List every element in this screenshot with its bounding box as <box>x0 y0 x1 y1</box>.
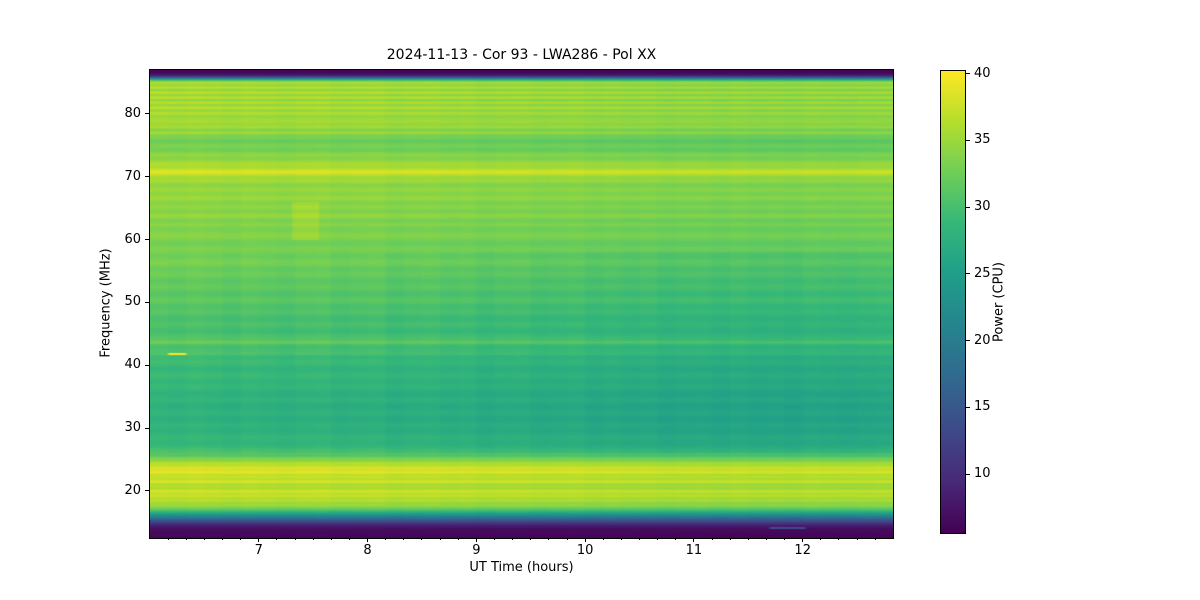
colorbar-tick-label: 20 <box>974 332 991 348</box>
x-minor-tick-mark <box>493 538 495 541</box>
colorbar-tick-label: 30 <box>974 199 991 215</box>
colorbar-tick-label: 25 <box>974 265 991 281</box>
x-tick-mark <box>584 538 586 542</box>
x-tick-label: 9 <box>472 543 481 558</box>
x-minor-tick-mark <box>312 538 314 541</box>
x-minor-tick-mark <box>838 538 840 541</box>
x-minor-tick-mark <box>620 538 622 541</box>
x-minor-tick-mark <box>566 538 568 541</box>
x-tick-label: 8 <box>363 543 372 558</box>
spectrogram-plot-area <box>149 69 894 539</box>
y-tick-label: 80 <box>124 105 141 121</box>
x-minor-tick-mark <box>548 538 550 541</box>
x-minor-tick-mark <box>675 538 677 541</box>
y-tick-label: 50 <box>124 294 141 310</box>
plot-title: 2024-11-13 - Cor 93 - LWA286 - Pol XX <box>386 47 657 63</box>
x-minor-tick-mark <box>874 538 876 541</box>
y-tick-label: 20 <box>124 482 141 498</box>
y-tick-mark <box>145 490 149 492</box>
colorbar-tick-mark <box>966 473 970 475</box>
x-tick-mark <box>802 538 804 542</box>
spectrogram-canvas <box>150 70 893 538</box>
x-minor-tick-mark <box>856 538 858 541</box>
x-minor-tick-mark <box>222 538 224 541</box>
x-tick-label: 11 <box>685 543 703 558</box>
colorbar-tick-mark <box>966 206 970 208</box>
x-minor-tick-mark <box>403 538 405 541</box>
x-minor-tick-mark <box>711 538 713 541</box>
colorbar-tick-mark <box>966 273 970 275</box>
x-minor-tick-mark <box>530 538 532 541</box>
colorbar-tick-mark <box>966 340 970 342</box>
x-tick-label: 12 <box>794 543 811 558</box>
y-tick-label: 30 <box>124 420 141 436</box>
x-minor-tick-mark <box>439 538 441 541</box>
x-minor-tick-mark <box>765 538 767 541</box>
x-tick-mark <box>693 538 695 542</box>
x-tick-label: 7 <box>254 543 263 558</box>
x-minor-tick-mark <box>294 538 296 541</box>
x-minor-tick-mark <box>276 538 278 541</box>
x-minor-tick-mark <box>512 538 514 541</box>
x-minor-tick-mark <box>385 538 387 541</box>
colorbar-tick-label: 35 <box>974 132 991 148</box>
x-minor-tick-mark <box>457 538 459 541</box>
x-minor-tick-mark <box>602 538 604 541</box>
colorbar <box>940 70 966 534</box>
x-minor-tick-mark <box>421 538 423 541</box>
x-minor-tick-mark <box>657 538 659 541</box>
colorbar-tick-label: 15 <box>974 399 991 415</box>
x-minor-tick-mark <box>203 538 205 541</box>
x-minor-tick-mark <box>784 538 786 541</box>
colorbar-tick-mark <box>966 139 970 141</box>
x-tick-mark <box>475 538 477 542</box>
y-tick-mark <box>145 364 149 366</box>
y-tick-mark <box>145 427 149 429</box>
x-minor-tick-mark <box>639 538 641 541</box>
colorbar-tick-mark <box>966 73 970 75</box>
x-minor-tick-mark <box>167 538 169 541</box>
colorbar-tick-label: 40 <box>974 65 991 81</box>
y-tick-mark <box>145 239 149 241</box>
x-minor-tick-mark <box>348 538 350 541</box>
colorbar-tick-mark <box>966 406 970 408</box>
x-minor-tick-mark <box>820 538 822 541</box>
x-tick-mark <box>258 538 260 542</box>
x-minor-tick-mark <box>729 538 731 541</box>
y-tick-label: 60 <box>124 231 141 247</box>
x-tick-mark <box>367 538 369 542</box>
x-tick-label: 10 <box>576 543 594 558</box>
x-minor-tick-mark <box>185 538 187 541</box>
colorbar-tick-label: 10 <box>974 466 991 482</box>
y-tick-label: 70 <box>124 168 141 184</box>
x-minor-tick-mark <box>747 538 749 541</box>
y-tick-mark <box>145 113 149 115</box>
x-minor-tick-mark <box>240 538 242 541</box>
x-minor-tick-mark <box>330 538 332 541</box>
y-axis-title: Frequency (MHz) <box>98 248 114 358</box>
x-axis-title: UT Time (hours) <box>469 560 574 575</box>
y-tick-mark <box>145 176 149 178</box>
y-tick-mark <box>145 301 149 303</box>
y-tick-label: 40 <box>124 357 141 373</box>
colorbar-title: Power (CPU) <box>991 261 1007 343</box>
